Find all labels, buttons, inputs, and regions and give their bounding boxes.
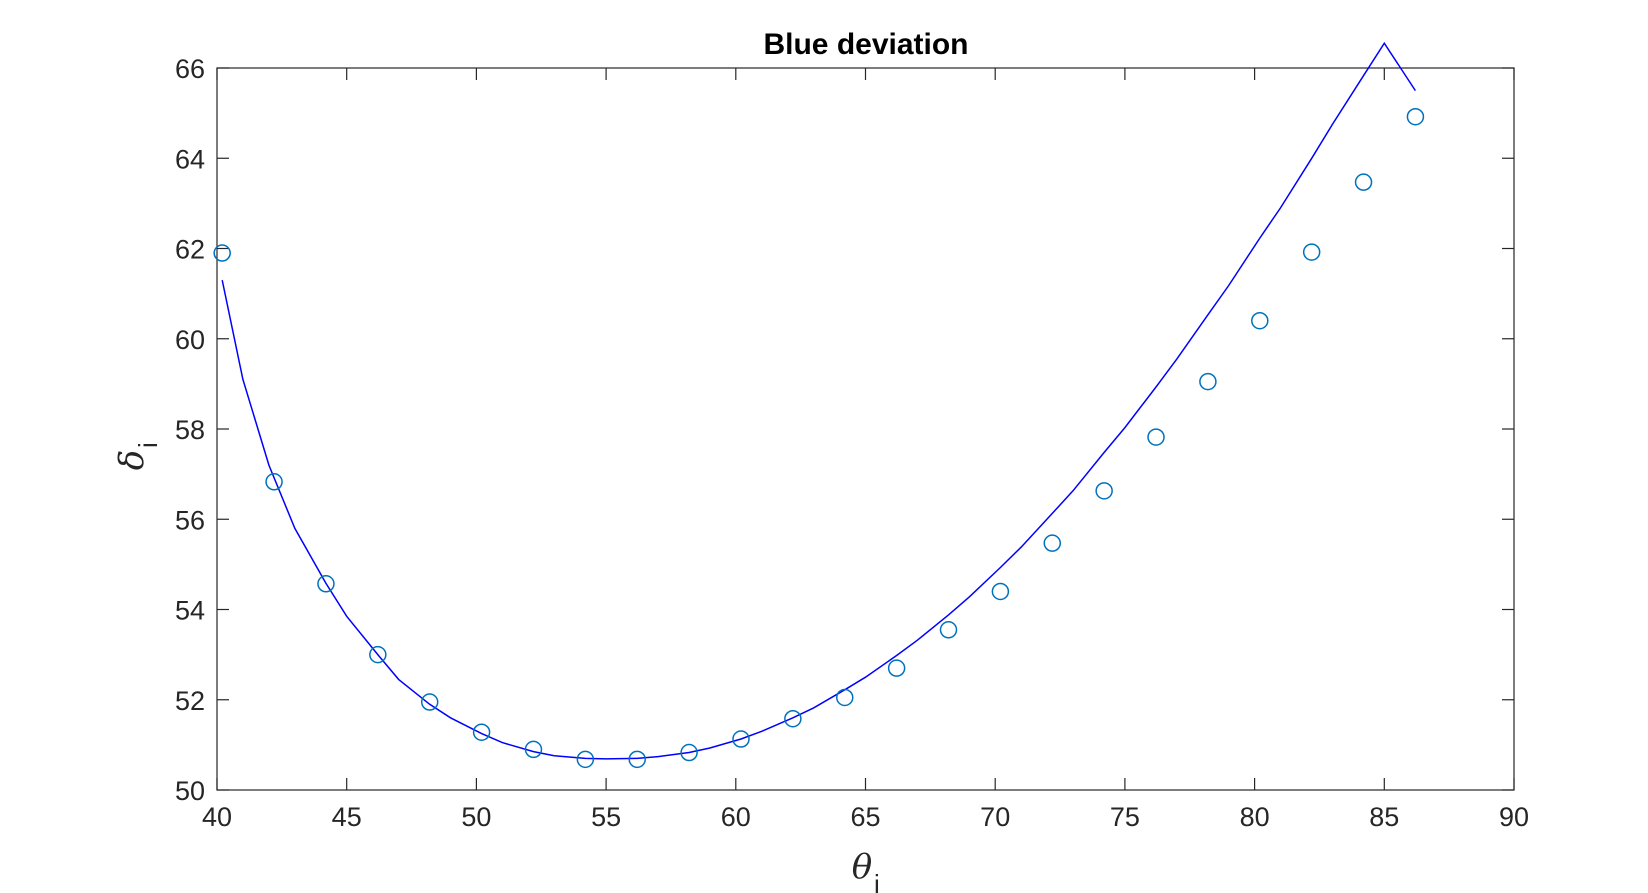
- x-tick-label: 45: [332, 802, 362, 832]
- y-tick-label: 64: [175, 144, 205, 174]
- data-point: [1406, 107, 1425, 126]
- y-tick-label: 54: [175, 596, 205, 626]
- y-tick-label: 66: [175, 54, 205, 84]
- data-point: [939, 621, 958, 639]
- x-tick-label: 40: [202, 802, 232, 832]
- x-axis-label-subscript: i: [874, 869, 880, 893]
- y-tick-label: 60: [175, 325, 205, 355]
- x-tick-label: 55: [591, 802, 621, 832]
- y-tick-label: 62: [175, 235, 205, 265]
- data-point: [680, 743, 698, 762]
- data-point: [524, 740, 543, 759]
- data-point: [628, 750, 646, 769]
- data-point: [991, 582, 1010, 601]
- data-point: [1043, 534, 1062, 552]
- data-point: [317, 575, 335, 593]
- data-point: [835, 688, 854, 707]
- x-tick-label: 75: [1110, 802, 1140, 832]
- data-point: [265, 473, 283, 491]
- data-point: [576, 750, 595, 769]
- x-axis-label-symbol: θ: [852, 847, 872, 887]
- y-axis-label-symbol: δ: [112, 450, 152, 470]
- x-tick-label: 70: [980, 802, 1010, 832]
- data-point: [1147, 428, 1165, 446]
- data-point: [1251, 311, 1269, 330]
- y-tick-label: 56: [175, 505, 205, 535]
- plot-area: 40 45 50 55 60 65 70 75 80 85 90 50 52 54 56 58 60 62 64 66: [175, 41, 1529, 832]
- y-axis-label: δ i: [112, 442, 163, 470]
- fit-curve-line: [221, 41, 1417, 760]
- axes-box: [216, 67, 1515, 791]
- data-point: [1095, 482, 1113, 500]
- y-tick-label: 52: [175, 686, 205, 716]
- data-point: [420, 693, 439, 711]
- data-point: [1354, 173, 1373, 191]
- x-tick-label: 65: [850, 802, 880, 832]
- x-tick-label: 50: [461, 802, 491, 832]
- chart-title: Blue deviation: [763, 28, 968, 61]
- y-axis-label-subscript: i: [133, 442, 163, 448]
- data-point: [887, 659, 906, 677]
- x-tick-label: 85: [1369, 802, 1399, 832]
- x-tick-label: 60: [721, 802, 751, 832]
- data-point: [213, 244, 231, 262]
- y-tick-label: 50: [175, 776, 205, 806]
- data-point: [732, 730, 750, 748]
- x-tick-label: 90: [1499, 802, 1529, 832]
- data-point: [1302, 243, 1321, 261]
- x-axis-label: θ i: [852, 847, 880, 893]
- y-tick-label: 58: [175, 415, 205, 445]
- data-point: [369, 645, 387, 664]
- data-point: [472, 723, 491, 741]
- x-tick-label: 80: [1240, 802, 1270, 832]
- data-point: [1199, 372, 1217, 391]
- data-point: [784, 709, 802, 728]
